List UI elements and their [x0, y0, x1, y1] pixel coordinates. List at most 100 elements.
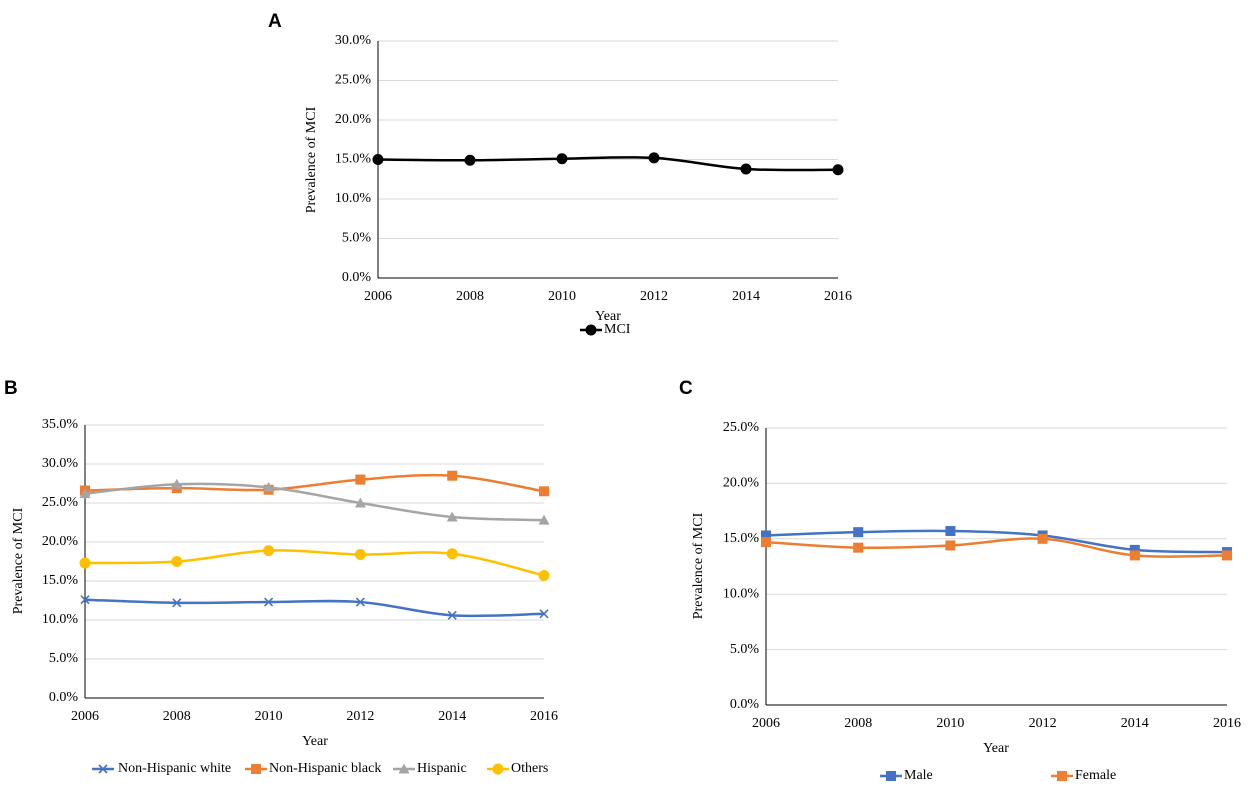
chart-panel-a: A 0.0% 5.0% 10.0% 15.0% 20.0% 25.0% 30.0% 2006 20…	[268, 11, 852, 337]
chart-panel-b: B 0.0% 5.0% 10.0% 15.0% 20.0% 25.0% 30.0% 35.0% 2…	[4, 378, 558, 776]
y-tick-label: 0.0%	[342, 270, 372, 285]
x-tick-label: 2016	[824, 289, 852, 304]
y-tick-label: 15.0%	[723, 531, 760, 546]
panel-label: B	[4, 378, 18, 399]
series-non-hispanic-white	[80, 595, 549, 620]
data-point	[171, 556, 183, 567]
data-point	[945, 540, 956, 551]
y-tick-label: 15.0%	[42, 573, 79, 588]
data-point	[79, 557, 91, 569]
data-point	[372, 154, 384, 165]
legend-label: MCI	[604, 322, 631, 337]
y-tick-label: 5.0%	[49, 651, 79, 666]
x-tick-label: 2010	[936, 716, 964, 731]
data-point	[355, 474, 366, 485]
panel-label: A	[268, 11, 282, 32]
data-point	[1129, 550, 1140, 561]
legend-label: Non-Hispanic white	[118, 761, 231, 776]
legend-item: Non-Hispanic black	[245, 761, 381, 776]
legend-label: Hispanic	[417, 761, 467, 776]
x-tick-label: 2012	[640, 289, 668, 304]
data-point	[447, 610, 457, 620]
legend: Non-Hispanic white Non-Hispanic black Hisp…	[92, 761, 548, 776]
legend-item: Female	[1051, 768, 1116, 783]
data-point	[1037, 533, 1048, 544]
y-tick-label: 35.0%	[42, 417, 79, 432]
y-tick-label: 25.0%	[42, 495, 79, 510]
legend-label: Non-Hispanic black	[269, 761, 381, 776]
legend-swatch-marker	[492, 763, 504, 775]
y-tick-label: 0.0%	[730, 697, 760, 712]
legend-label: Female	[1075, 768, 1116, 783]
data-point	[354, 548, 366, 560]
legend-swatch-marker	[398, 763, 410, 774]
x-tick-label: 2010	[548, 289, 576, 304]
legend-swatch-marker	[886, 771, 896, 781]
x-tick-label: 2006	[752, 716, 780, 731]
y-tick-label: 10.0%	[42, 612, 79, 627]
legend-item: Non-Hispanic white	[92, 761, 231, 776]
y-tick-label: 5.0%	[342, 231, 372, 246]
legend-item: Male	[880, 768, 933, 783]
legend-swatch-marker	[585, 324, 597, 336]
data-point	[648, 152, 660, 164]
y-tick-label: 5.0%	[730, 642, 760, 657]
series-line	[83, 473, 546, 493]
series-others	[79, 545, 550, 582]
series-mci	[372, 152, 844, 176]
data-point	[264, 597, 274, 607]
x-tick-label: 2012	[1029, 716, 1057, 731]
legend-item: Others	[487, 761, 548, 776]
x-axis-title: Year	[983, 741, 1009, 756]
data-point	[945, 526, 956, 537]
y-tick-label: 0.0%	[49, 690, 79, 705]
y-tick-label: 25.0%	[335, 73, 372, 88]
y-tick-label: 20.0%	[723, 476, 760, 491]
x-tick-label: 2014	[1121, 716, 1149, 731]
legend: MCI	[580, 322, 631, 337]
series-non-hispanic-black	[80, 470, 549, 497]
x-tick-label: 2006	[71, 709, 99, 724]
legend-item: Hispanic	[393, 761, 467, 776]
y-axis-title: Prevalence of MCI	[11, 507, 26, 614]
y-tick-label: 20.0%	[335, 112, 372, 127]
data-point	[354, 497, 366, 508]
legend-label: Male	[904, 768, 933, 783]
chart-panel-c: C 0.0% 5.0% 10.0% 15.0% 20.0% 25.0% 2006 2008 201…	[679, 378, 1241, 783]
y-tick-label: 30.0%	[335, 33, 372, 48]
y-tick-label: 30.0%	[42, 456, 79, 471]
x-tick-label: 2008	[163, 709, 191, 724]
x-tick-label: 2014	[732, 289, 760, 304]
data-point	[556, 153, 568, 165]
x-tick-label: 2016	[1213, 716, 1241, 731]
y-axis-title: Prevalence of MCI	[304, 106, 319, 213]
y-tick-label: 10.0%	[335, 191, 372, 206]
y-tick-label: 10.0%	[723, 586, 760, 601]
data-point	[171, 478, 183, 489]
y-axis-title: Prevalence of MCI	[691, 512, 706, 619]
x-tick-label: 2006	[364, 289, 392, 304]
series-line	[83, 549, 546, 577]
legend-swatch-marker	[98, 764, 108, 774]
x-tick-label: 2008	[844, 716, 872, 731]
data-point	[539, 486, 549, 497]
data-point	[538, 514, 550, 525]
data-point	[538, 570, 550, 582]
data-point	[80, 595, 90, 605]
x-tick-label: 2008	[456, 289, 484, 304]
series-line	[83, 482, 546, 522]
data-point	[464, 154, 476, 166]
legend-swatch-marker	[251, 764, 261, 774]
x-axis-title: Year	[302, 734, 328, 749]
data-point	[1222, 550, 1232, 561]
data-point	[446, 511, 458, 522]
data-point	[355, 597, 365, 607]
y-tick-label: 25.0%	[723, 420, 760, 435]
y-tick-label: 15.0%	[335, 152, 372, 167]
x-tick-label: 2014	[438, 709, 466, 724]
x-tick-label: 2012	[346, 709, 374, 724]
series-line	[764, 537, 1229, 558]
series-line	[376, 155, 840, 172]
data-point	[853, 527, 864, 538]
series-female	[761, 533, 1232, 561]
